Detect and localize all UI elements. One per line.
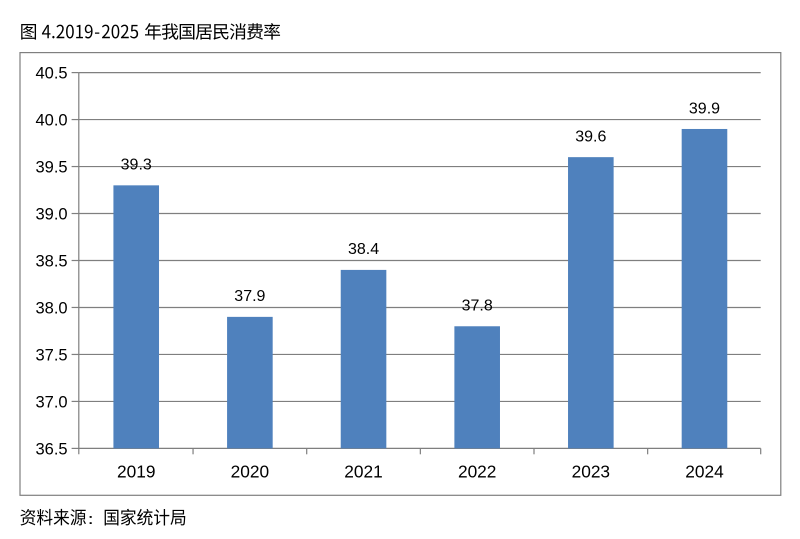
svg-text:2021: 2021	[344, 462, 382, 482]
svg-text:37.8: 37.8	[462, 298, 493, 315]
svg-text:2022: 2022	[458, 462, 496, 482]
svg-text:2020: 2020	[231, 462, 269, 482]
svg-text:2024: 2024	[685, 462, 724, 482]
svg-text:39.3: 39.3	[121, 157, 152, 174]
svg-text:38.4: 38.4	[348, 241, 379, 258]
svg-text:40.5: 40.5	[35, 65, 67, 83]
svg-text:37.5: 37.5	[35, 346, 67, 364]
svg-text:2023: 2023	[572, 462, 610, 482]
svg-text:39.0: 39.0	[35, 206, 67, 224]
svg-text:40.0: 40.0	[35, 112, 67, 130]
svg-text:39.6: 39.6	[575, 128, 606, 145]
svg-text:37.9: 37.9	[234, 288, 265, 305]
svg-text:2019: 2019	[117, 462, 155, 482]
svg-text:36.5: 36.5	[35, 440, 67, 458]
svg-text:38.5: 38.5	[35, 253, 67, 271]
svg-text:39.5: 39.5	[35, 159, 67, 177]
svg-text:39.9: 39.9	[689, 100, 720, 117]
svg-text:38.0: 38.0	[35, 299, 67, 317]
svg-text:37.0: 37.0	[35, 393, 67, 411]
